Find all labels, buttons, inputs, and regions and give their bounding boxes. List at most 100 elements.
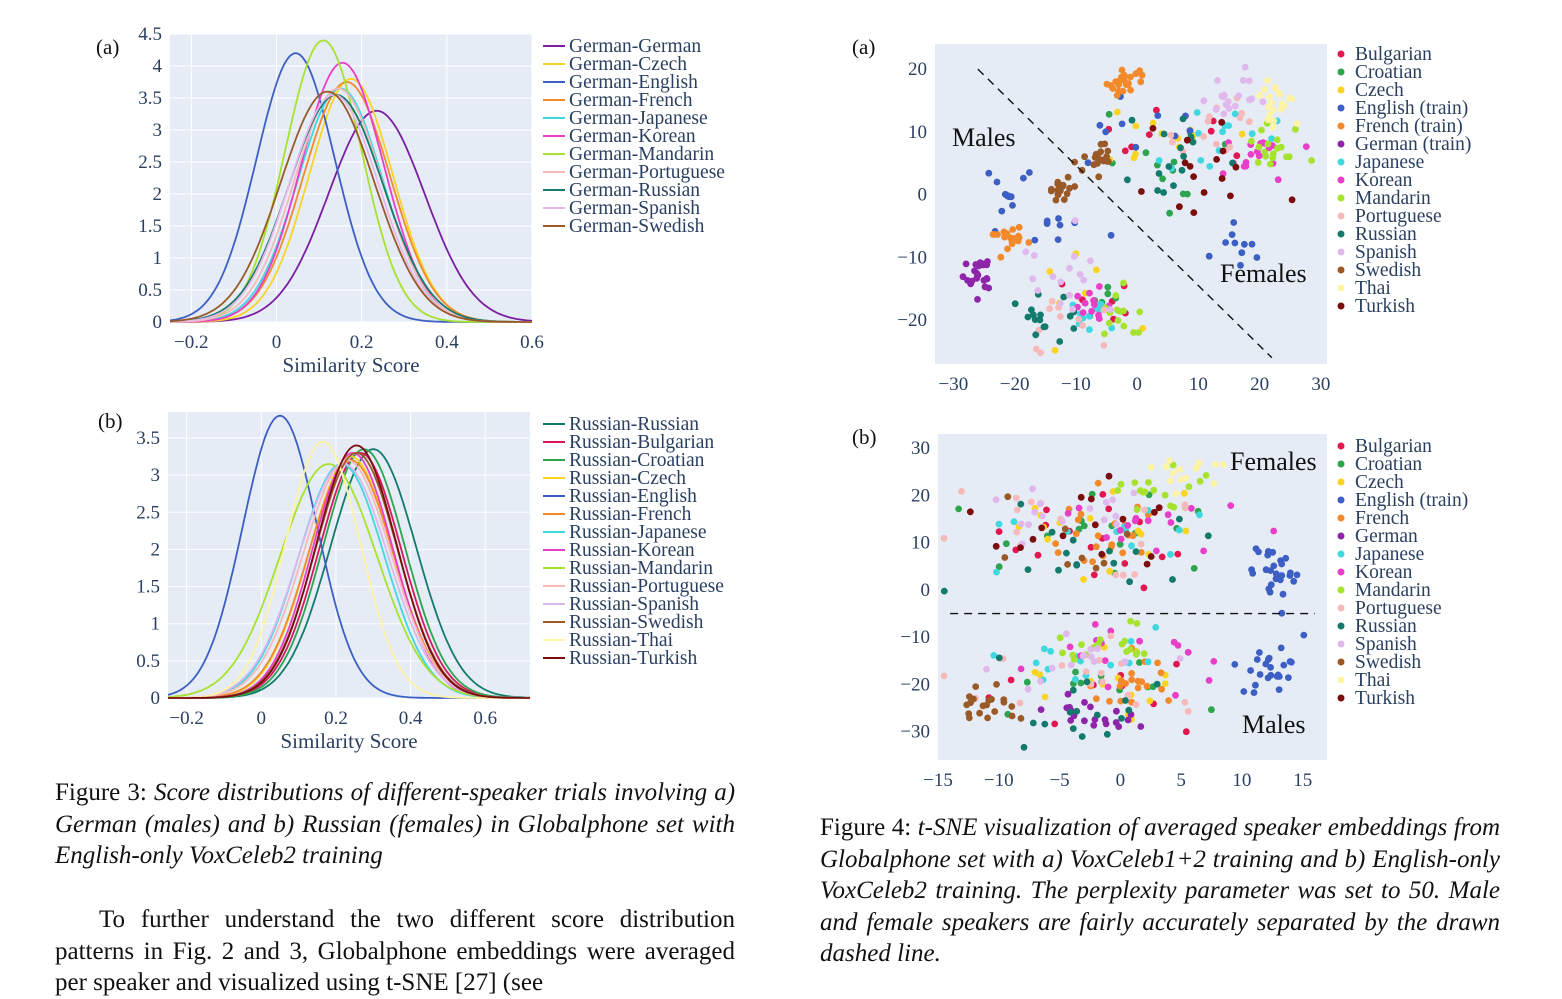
scatter-point (1069, 305, 1077, 313)
scatter-point (1232, 163, 1240, 171)
legend-swatch (1337, 302, 1345, 310)
scatter-point (1230, 219, 1238, 226)
scatter-point (995, 563, 1003, 571)
scatter-point (959, 273, 967, 281)
scatter-point (1116, 682, 1124, 690)
scatter-point (1094, 479, 1102, 487)
scatter-point (1086, 289, 1093, 297)
scatter-point (1023, 678, 1031, 686)
y-tick-label: 10 (908, 122, 927, 143)
scatter-point (1056, 634, 1064, 642)
legend-entry: Russian (1355, 224, 1417, 245)
scatter-point (1137, 78, 1145, 86)
scatter-point (965, 714, 973, 722)
scatter-point (1047, 187, 1055, 195)
scatter-point (1231, 661, 1239, 668)
scatter-point (1218, 118, 1226, 126)
scatter-point (1126, 578, 1133, 586)
scatter-point (1158, 685, 1165, 693)
scatter-point (1086, 505, 1094, 512)
scatter-point (1176, 466, 1184, 473)
scatter-point (1147, 553, 1155, 560)
scatter-point (1013, 506, 1021, 514)
scatter-point (1043, 506, 1050, 514)
scatter-point (974, 296, 981, 303)
scatter-point (1051, 720, 1059, 728)
scatter-point (1047, 647, 1054, 655)
scatter-point (1058, 662, 1066, 669)
legend-entry: Czech (1355, 472, 1404, 493)
scatter-point (1025, 239, 1033, 246)
scatter-point (1166, 209, 1173, 217)
scatter-point (1262, 152, 1270, 160)
scatter-point (1241, 240, 1248, 248)
legend-entry: Bulgarian (1355, 44, 1432, 65)
scatter-point (1208, 706, 1215, 714)
scatter-point (1154, 112, 1162, 119)
scatter-point (1264, 77, 1272, 84)
scatter-point (1209, 117, 1217, 125)
scatter-point (1197, 157, 1205, 164)
scatter-point (1044, 535, 1052, 543)
scatter-point (1152, 624, 1160, 631)
scatter-point (1103, 534, 1110, 541)
scatter-point (1279, 590, 1287, 598)
scatter-point (976, 709, 983, 717)
scatter-point (1077, 510, 1085, 518)
scatter-point (1071, 217, 1079, 225)
scatter-point (1166, 477, 1174, 485)
scatter-point (1093, 266, 1100, 274)
panel-label: (a) (852, 35, 875, 59)
scatter-point (1132, 122, 1140, 130)
scatter-point (1196, 511, 1203, 519)
scatter-point (1007, 676, 1015, 684)
scatter-point (1224, 98, 1232, 105)
scatter-point (1213, 140, 1220, 148)
legend-swatch (1337, 514, 1345, 522)
scatter-point (1036, 500, 1044, 508)
legend-entry: French (1355, 508, 1409, 529)
scatter-point (1107, 632, 1115, 640)
legend-entry: Russian-French (569, 504, 692, 525)
scatter-point (1009, 202, 1016, 209)
scatter-point (1060, 196, 1068, 204)
scatter-point (1162, 463, 1170, 470)
scatter-point (1072, 676, 1079, 683)
scatter-point (1104, 283, 1112, 291)
scatter-point (1266, 160, 1274, 168)
scatter-point (1107, 627, 1115, 635)
legend-entry: Russian-Thai (569, 630, 674, 651)
scatter-point (1062, 630, 1070, 638)
legend-entry: Thai (1355, 278, 1391, 299)
scatter-point (1278, 560, 1286, 568)
scatter-point (989, 231, 997, 238)
separator-line (977, 68, 1273, 359)
scatter-point (1231, 102, 1239, 110)
scatter-point (1031, 236, 1039, 244)
y-tick-label: 2.5 (136, 502, 160, 523)
legend-entry: Russian-Portuguese (569, 576, 724, 597)
scatter-point (1144, 658, 1152, 666)
scatter-point (1084, 159, 1092, 167)
scatter-point (1174, 642, 1182, 649)
scatter-point (1036, 316, 1044, 324)
legend-entry: German-Korean (569, 126, 696, 147)
scatter-point (1066, 291, 1073, 299)
scatter-point (1255, 143, 1263, 151)
scatter-point (1113, 306, 1121, 314)
scatter-point (1158, 553, 1166, 561)
scatter-point (1136, 487, 1144, 494)
scatter-point (1269, 123, 1277, 131)
scatter-point (1265, 654, 1273, 662)
scatter-point (1272, 570, 1280, 578)
scatter-point (1082, 668, 1090, 675)
scatter-point (1205, 677, 1213, 684)
scatter-point (1165, 697, 1172, 704)
scatter-point (1078, 733, 1086, 740)
y-tick-label: 30 (911, 438, 930, 459)
scatter-point (1153, 547, 1160, 555)
x-tick-label: 20 (1250, 374, 1269, 392)
scatter-point (1115, 87, 1123, 95)
legend-entry: Thai (1355, 670, 1391, 691)
legend-swatch (1337, 248, 1345, 256)
